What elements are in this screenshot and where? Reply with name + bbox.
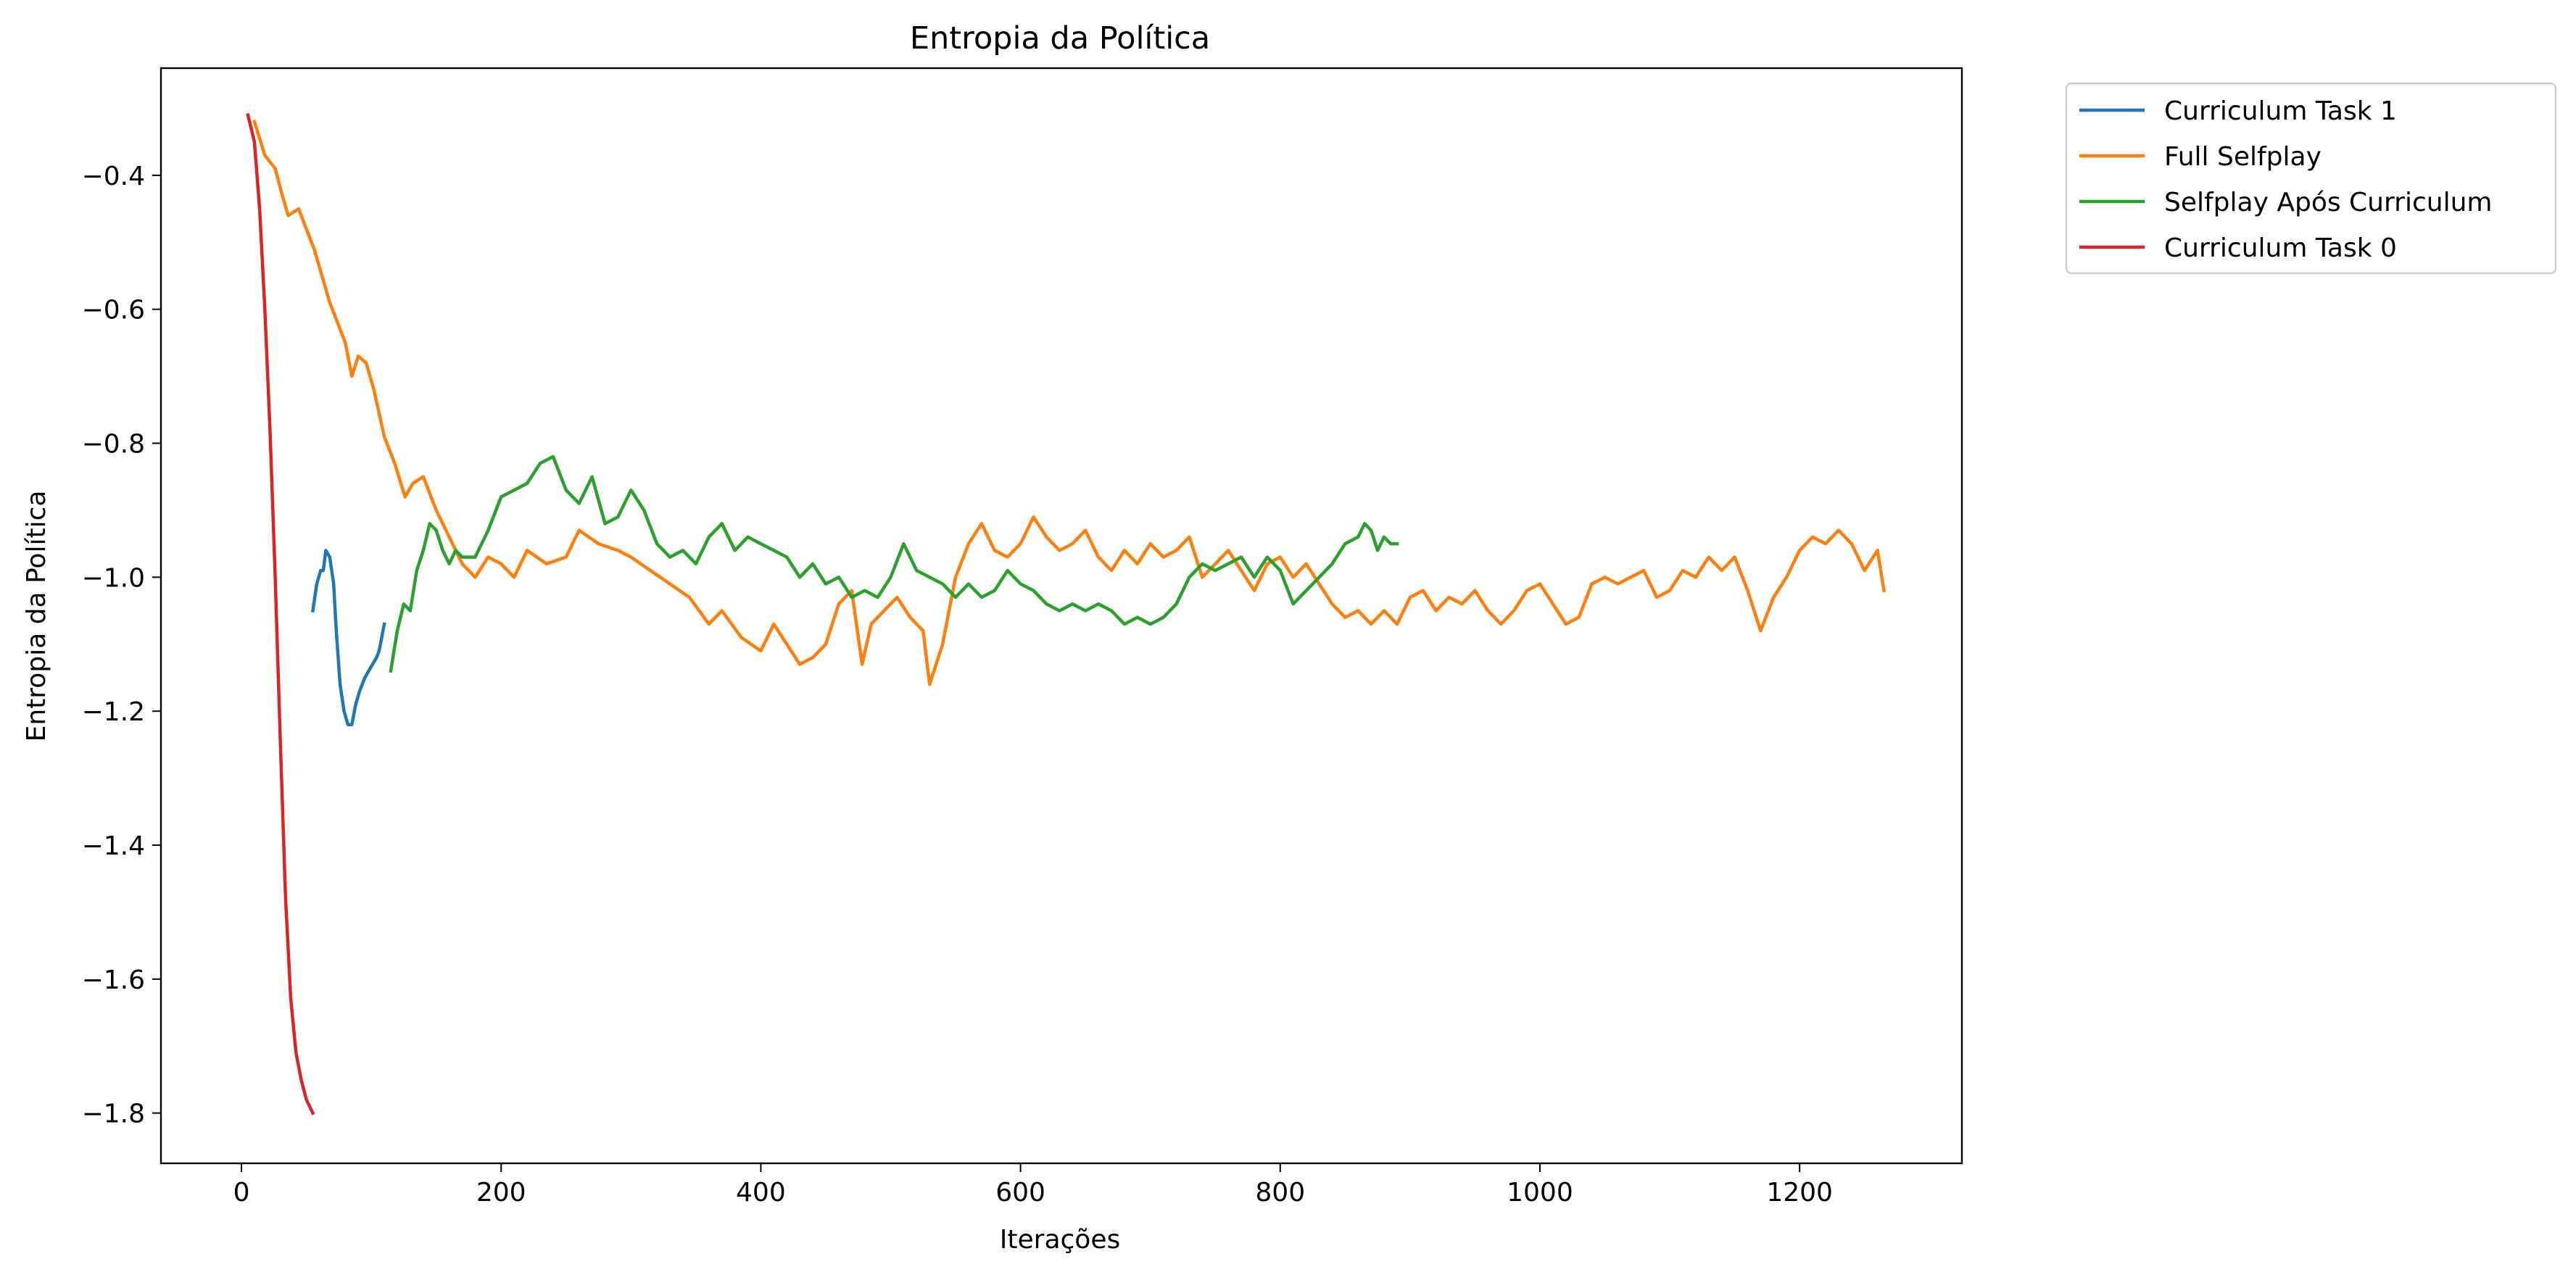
y-tick-label: −1.8 xyxy=(82,1100,145,1129)
legend: Curriculum Task 1 Full Selfplay Selfplay A… xyxy=(2065,82,2557,275)
chart-title: Entropia da Política xyxy=(910,20,1210,57)
x-tick-label: 1200 xyxy=(1766,1178,1833,1208)
y-tick-label: −0.6 xyxy=(82,296,145,325)
y-tick-label: −1.4 xyxy=(82,831,145,861)
x-tick-label: 1000 xyxy=(1507,1178,1573,1208)
legend-label: Full Selfplay xyxy=(2164,142,2322,172)
legend-label: Selfplay Após Curriculum xyxy=(2164,188,2492,217)
series-line-2 xyxy=(252,120,1887,686)
y-axis-ticks: −1.8 −1.6 −1.4 −1.2 −1.0 −0.8 −0.6 −0.4 xyxy=(82,162,161,1129)
series-line-1 xyxy=(310,549,386,726)
y-tick-label: −1.0 xyxy=(82,563,145,593)
x-axis-ticks: 0 200 400 600 800 1000 1200 xyxy=(233,1163,1833,1208)
x-tick-label: 800 xyxy=(1255,1178,1305,1208)
legend-frame xyxy=(2065,82,2557,275)
x-tick-label: 200 xyxy=(476,1178,526,1208)
series-line-3 xyxy=(389,454,1399,673)
x-tick-label: 0 xyxy=(233,1178,250,1208)
legend-label: Curriculum Task 1 xyxy=(2164,96,2397,126)
axes-frame xyxy=(160,67,1963,1165)
legend-label: Curriculum Task 0 xyxy=(2164,233,2397,263)
series-line-4 xyxy=(246,112,315,1115)
series-layer xyxy=(246,112,1887,1115)
x-tick-label: 600 xyxy=(995,1178,1045,1208)
y-tick-label: −1.6 xyxy=(82,965,145,995)
y-axis-label: Entropia da Política xyxy=(22,491,51,742)
y-tick-label: −0.4 xyxy=(82,162,145,191)
x-tick-label: 400 xyxy=(736,1178,786,1208)
y-tick-label: −1.2 xyxy=(82,697,145,727)
y-tick-label: −0.8 xyxy=(82,430,145,460)
x-axis-label: Iterações xyxy=(1000,1225,1120,1255)
